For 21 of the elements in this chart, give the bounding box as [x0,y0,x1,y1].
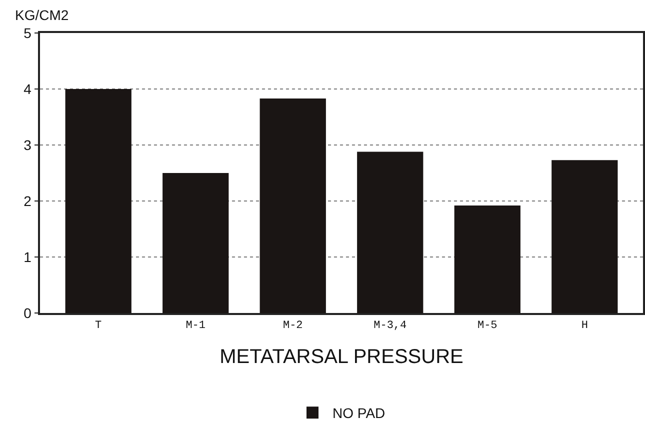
bar [162,173,229,313]
bar [65,89,132,313]
x-axis-title: METATARSAL PRESSURE [220,346,464,368]
y-tick-label: 5 [24,24,32,41]
x-tick-label: T [95,320,102,332]
bar [260,98,326,313]
x-tick-label: M-3,4 [374,320,408,332]
y-tick-label: 2 [24,192,32,209]
y-tick-label: 0 [24,304,32,321]
bar [357,152,424,313]
y-axis-title: KG/CM2 [15,7,69,23]
bar [454,205,520,313]
y-tick-label: 1 [24,248,32,265]
x-tick-label: H [581,320,588,332]
x-tick-label: M-2 [282,320,303,332]
x-tick-label: M-5 [477,320,498,332]
bar [552,160,618,313]
y-tick-label: 4 [24,80,32,97]
y-tick-label: 3 [24,136,32,153]
legend-label: NO PAD [332,405,386,422]
x-tick-label: M-1 [186,320,206,332]
